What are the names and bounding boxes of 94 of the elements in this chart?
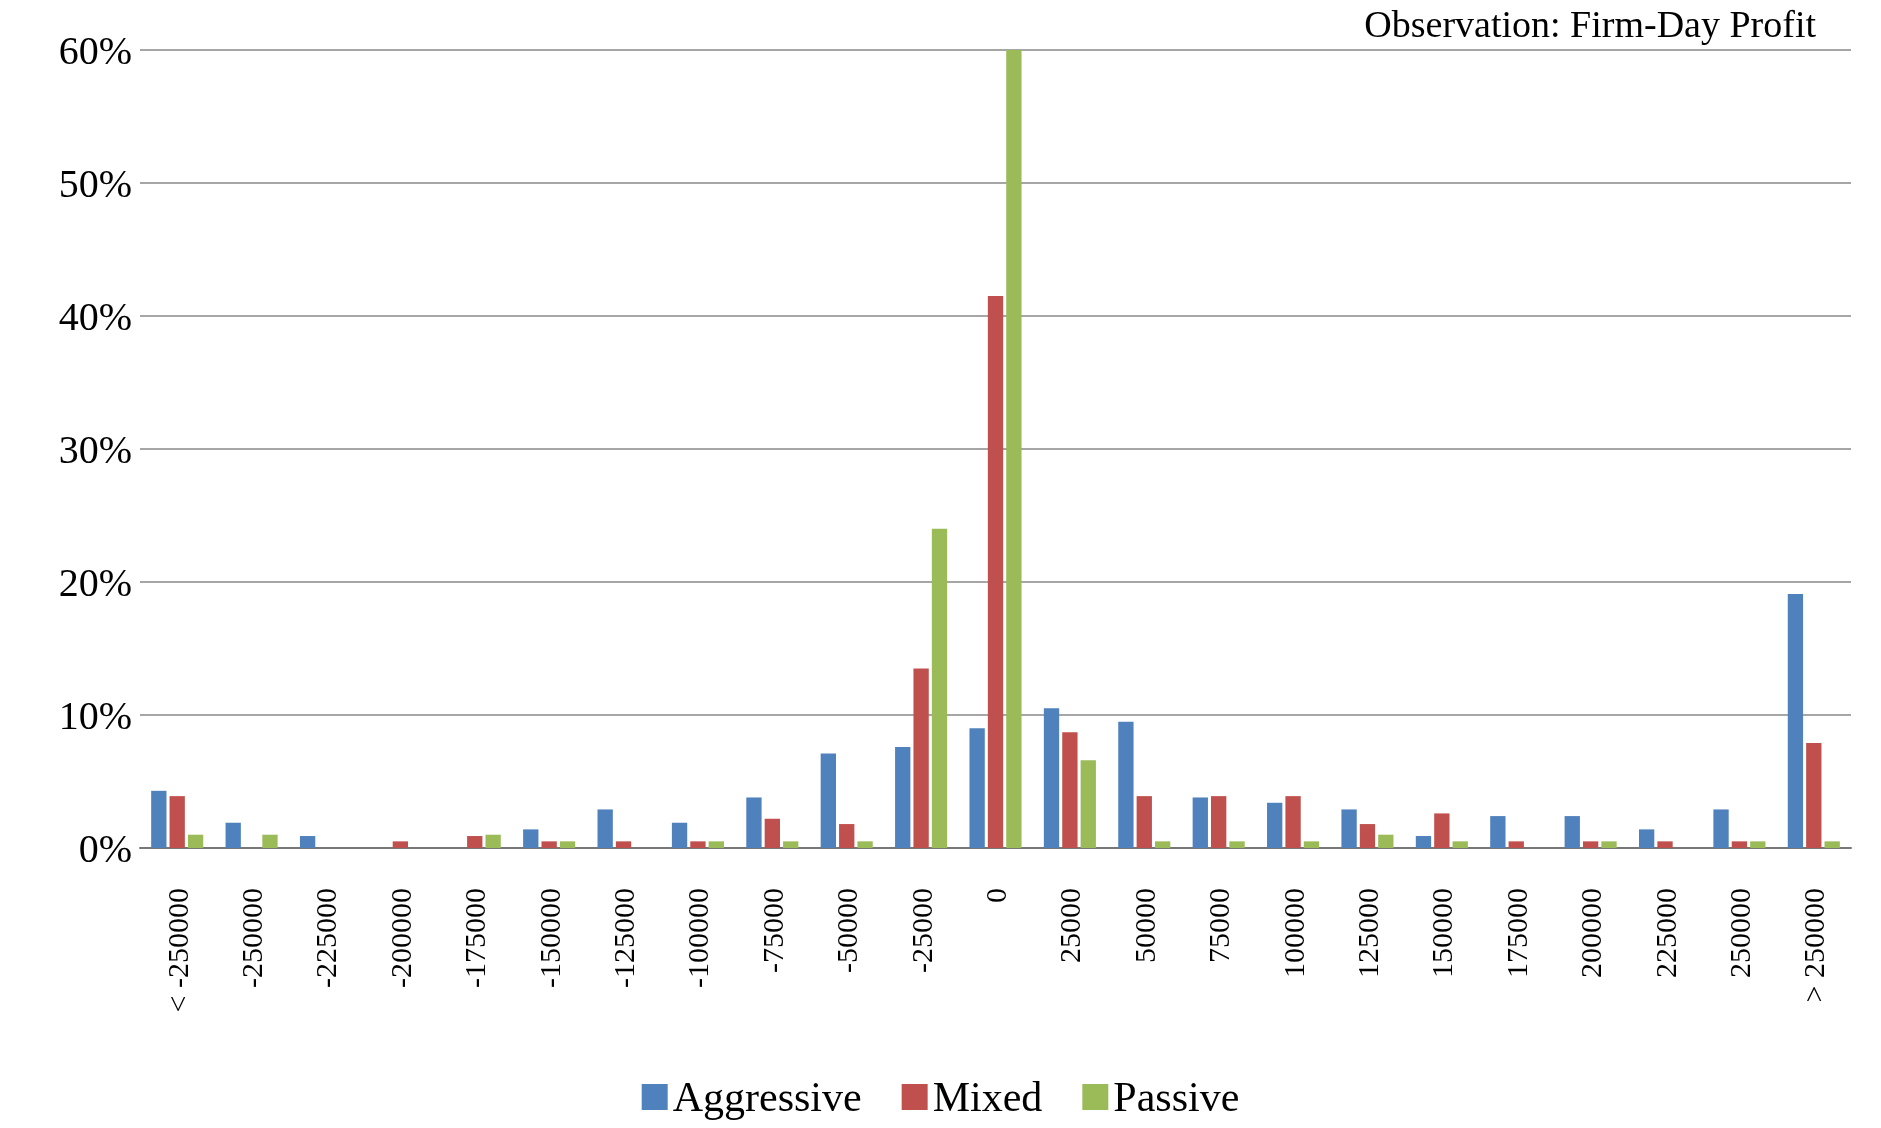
x-tick-label: -250000 — [235, 888, 269, 988]
y-tick-label: 20% — [58, 559, 132, 605]
bar — [1750, 841, 1766, 848]
bar — [1434, 813, 1450, 848]
bar — [1136, 796, 1152, 848]
bar — [1601, 841, 1617, 848]
x-tick-label: -225000 — [309, 888, 343, 988]
bar — [1378, 834, 1394, 848]
bar — [1359, 824, 1376, 848]
x-tick-label: 250000 — [1722, 888, 1756, 978]
bar — [1713, 809, 1729, 848]
x-tick-label: -175000 — [458, 888, 492, 988]
x-tick-label: -125000 — [607, 888, 641, 988]
bar — [895, 746, 911, 848]
bar — [299, 836, 316, 848]
bar — [1303, 841, 1320, 848]
bar — [467, 836, 483, 848]
bar — [1508, 841, 1524, 848]
bar — [1192, 797, 1208, 848]
x-tick-label: 225000 — [1648, 888, 1682, 978]
bar — [541, 841, 557, 848]
x-tick-label: 150000 — [1425, 888, 1459, 978]
bar — [1564, 816, 1580, 848]
bar — [1731, 841, 1748, 848]
bar — [615, 841, 632, 848]
bar — [931, 528, 948, 848]
bar — [1824, 841, 1840, 848]
x-tick-label: 75000 — [1202, 888, 1236, 963]
bar — [671, 822, 688, 848]
bar — [857, 841, 873, 848]
bar — [783, 841, 799, 848]
bar — [1657, 841, 1673, 848]
bar — [1267, 802, 1283, 848]
bar — [485, 834, 501, 848]
x-tick-label: 125000 — [1350, 888, 1384, 978]
legend-label: Passive — [1113, 1074, 1240, 1120]
y-tick-label: 10% — [58, 692, 132, 738]
x-tick-label: 50000 — [1127, 888, 1161, 963]
y-tick-label: 40% — [58, 293, 132, 339]
bar — [169, 796, 185, 848]
x-tick-label: 0 — [979, 888, 1012, 903]
bar — [1006, 50, 1022, 848]
x-tick-label: -200000 — [383, 888, 417, 988]
x-tick-label: > 250000 — [1797, 888, 1831, 1003]
bar — [1229, 841, 1245, 848]
x-tick-label: < -250000 — [160, 888, 194, 1013]
bar — [187, 834, 204, 848]
bar — [746, 797, 762, 848]
bar — [1582, 841, 1599, 848]
bar — [1211, 796, 1227, 848]
bar — [225, 822, 241, 848]
x-tick-label: -75000 — [755, 888, 789, 973]
bar — [1043, 708, 1060, 848]
bar — [690, 841, 706, 848]
bar — [1452, 841, 1468, 848]
bar — [262, 834, 278, 848]
bar — [708, 841, 724, 848]
bar — [1787, 593, 1804, 848]
bar — [392, 841, 409, 848]
x-tick-label: 175000 — [1499, 888, 1533, 978]
bar — [1285, 796, 1301, 848]
bar — [559, 841, 576, 848]
bar — [1155, 841, 1171, 848]
bar — [969, 728, 985, 848]
chart-title: Observation: Firm-Day Profit — [1364, 3, 1817, 45]
x-tick-label: 200000 — [1574, 888, 1608, 978]
legend-label: Aggressive — [672, 1074, 862, 1120]
x-tick-label: -150000 — [532, 888, 566, 988]
bar — [1062, 732, 1078, 848]
bar — [1341, 809, 1357, 848]
bar — [913, 668, 929, 848]
bar — [151, 790, 167, 848]
y-tick-label: 60% — [58, 27, 132, 73]
x-tick-label: -25000 — [904, 888, 938, 973]
bar — [764, 818, 780, 848]
bar — [1638, 829, 1655, 848]
bar — [1118, 721, 1134, 848]
bar — [1080, 760, 1096, 848]
bar — [839, 824, 855, 848]
bar — [1490, 816, 1506, 848]
bar — [597, 809, 613, 848]
x-tick-label: -100000 — [681, 888, 715, 988]
bar — [1806, 742, 1822, 848]
legend-label: Mixed — [932, 1074, 1043, 1120]
bar — [523, 829, 539, 848]
bar — [820, 753, 836, 848]
bar — [987, 296, 1004, 848]
y-tick-label: 50% — [58, 160, 132, 206]
x-tick-label: -50000 — [830, 888, 864, 973]
x-tick-label: 25000 — [1053, 888, 1087, 963]
x-tick-label: 100000 — [1276, 888, 1310, 978]
bar — [1415, 836, 1432, 848]
y-tick-label: 30% — [58, 426, 132, 472]
y-tick-label: 0% — [78, 825, 132, 871]
